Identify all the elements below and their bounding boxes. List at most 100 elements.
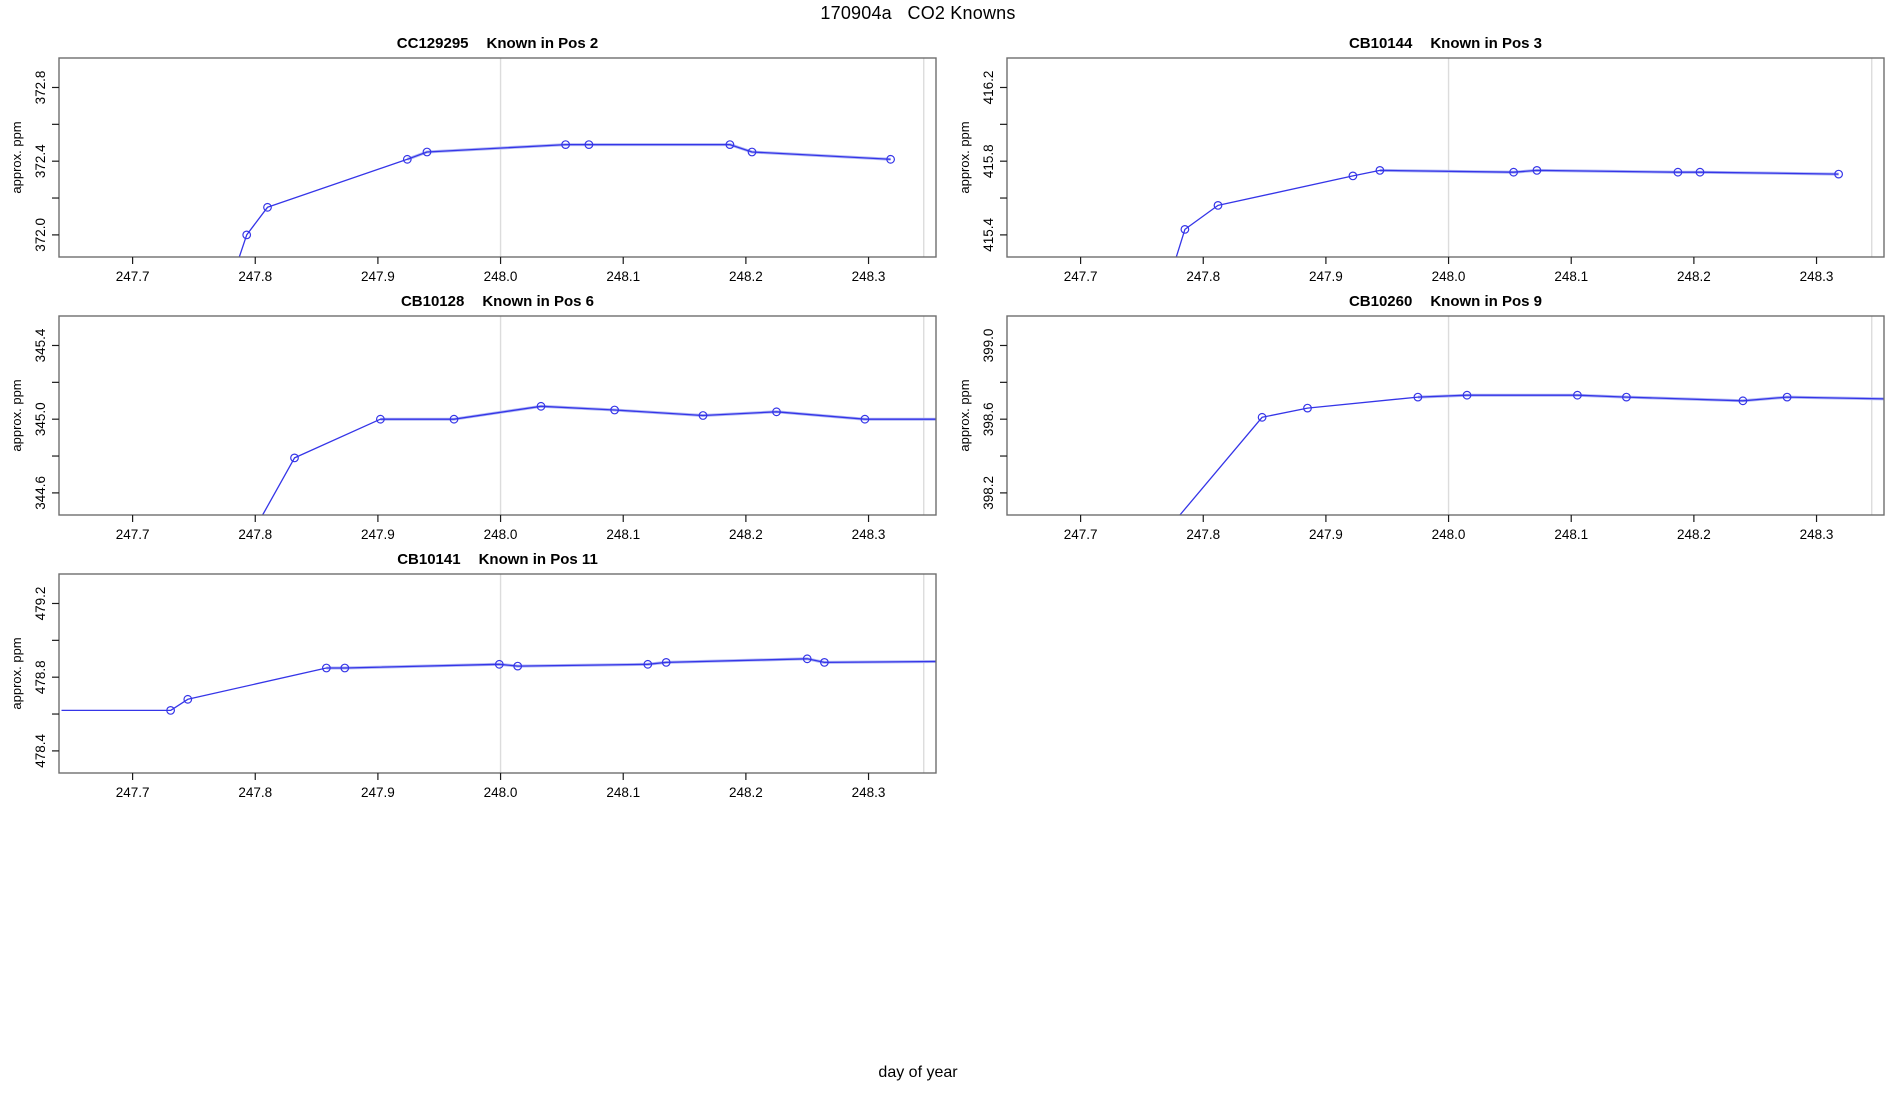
x-tick-label: 247.9 — [361, 785, 395, 800]
data-point — [340, 663, 350, 673]
data-point — [1621, 392, 1631, 402]
data-point — [513, 661, 523, 671]
data-point — [1462, 390, 1472, 400]
x-tick-label: 247.8 — [238, 527, 272, 542]
panel-y-axis-label: approx. ppm — [957, 121, 972, 193]
data-point — [584, 140, 594, 150]
main-title: 170904a CO2 Knowns — [820, 3, 1016, 23]
data-point — [183, 694, 193, 704]
data-point — [1257, 412, 1267, 422]
y-tick-label: 479.2 — [33, 587, 48, 621]
x-tick-label: 247.9 — [361, 527, 395, 542]
panel-title-sample: CB10141 — [397, 551, 460, 568]
data-point — [402, 154, 412, 164]
x-tick-label: 248.3 — [852, 527, 886, 542]
y-tick-label: 398.2 — [981, 476, 996, 510]
x-tick-label: 247.8 — [238, 785, 272, 800]
x-tick-label: 248.0 — [1432, 527, 1466, 542]
x-tick-label: 247.9 — [1309, 269, 1343, 284]
data-point — [860, 414, 870, 424]
data-point — [290, 453, 299, 463]
data-point — [643, 659, 653, 669]
series-line — [238, 143, 891, 258]
x-tick-label: 248.3 — [1800, 527, 1834, 542]
panel-title-sample: CB10144 — [1349, 35, 1413, 52]
x-tick-label: 247.7 — [116, 269, 150, 284]
data-point — [1532, 165, 1542, 175]
data-point — [1572, 390, 1582, 400]
plot-frame — [58, 315, 937, 516]
y-tick-label: 372.0 — [33, 218, 48, 252]
data-point — [322, 663, 331, 673]
x-tick-label: 247.7 — [1064, 269, 1098, 284]
data-point — [1413, 392, 1423, 402]
data-point — [376, 414, 385, 424]
data-point — [1180, 224, 1190, 234]
x-tick-label: 248.1 — [606, 785, 640, 800]
data-point — [1509, 167, 1518, 177]
series-line-soft — [406, 143, 891, 161]
panel-CB10128: 247.7 247.8 247.9 248.0 248.1 248.2 248.3 344.6… — [9, 293, 937, 542]
panel-title-position: Known in Pos 3 — [1430, 35, 1542, 52]
x-tick-label: 248.2 — [729, 785, 763, 800]
panel-CC129295: 247.7 247.8 247.9 248.0 248.1 248.2 248.3 372.0… — [9, 35, 937, 284]
data-point — [561, 140, 570, 150]
data-point — [242, 230, 252, 240]
x-axis-label: day of year — [878, 1064, 958, 1081]
x-tick-label: 247.8 — [1186, 527, 1220, 542]
data-point — [886, 154, 895, 164]
x-tick-label: 248.3 — [852, 269, 886, 284]
x-tick-label: 247.7 — [116, 785, 150, 800]
x-tick-label: 248.1 — [606, 269, 640, 284]
data-point — [449, 414, 459, 424]
data-point — [772, 407, 781, 417]
x-tick-label: 248.1 — [1554, 527, 1588, 542]
panel-title: CB10260 Known in Pos 9 — [1349, 293, 1542, 310]
series-line — [1179, 394, 1885, 516]
y-tick-label: 415.4 — [981, 218, 996, 252]
panel-title-position: Known in Pos 6 — [482, 293, 594, 310]
x-tick-label: 248.0 — [484, 785, 518, 800]
data-point — [166, 706, 176, 715]
data-point — [1673, 167, 1683, 177]
x-tick-label: 248.3 — [1800, 269, 1834, 284]
series-line — [1175, 169, 1839, 258]
data-point — [494, 659, 504, 669]
x-tick-label: 247.8 — [238, 269, 272, 284]
data-point — [1303, 403, 1312, 413]
data-point — [1738, 396, 1748, 406]
x-tick-label: 248.0 — [1432, 269, 1466, 284]
x-tick-label: 248.2 — [729, 527, 763, 542]
panel-title: CB10144 Known in Pos 3 — [1349, 35, 1542, 52]
plot-frame — [58, 57, 937, 258]
data-point — [1213, 200, 1223, 210]
data-point — [1348, 171, 1358, 181]
panel-CB10260: 247.7 247.8 247.9 248.0 248.1 248.2 248.3 398.2… — [957, 293, 1885, 542]
data-point — [263, 202, 272, 212]
panel-CB10141: 247.7 247.8 247.9 248.0 248.1 248.2 248.3 478.4… — [9, 551, 937, 800]
data-point — [610, 405, 619, 415]
data-point — [1834, 169, 1843, 179]
x-tick-label: 248.2 — [1677, 269, 1711, 284]
x-tick-label: 247.7 — [116, 527, 150, 542]
y-tick-label: 478.8 — [33, 660, 48, 694]
y-tick-label: 399.0 — [981, 329, 996, 363]
x-tick-label: 248.3 — [852, 785, 886, 800]
x-tick-label: 248.0 — [484, 527, 518, 542]
series-line — [262, 405, 936, 516]
y-tick-label: 372.8 — [33, 71, 48, 105]
y-tick-label: 416.2 — [981, 71, 996, 105]
y-tick-label: 398.6 — [981, 402, 996, 436]
panel-y-axis-label: approx. ppm — [9, 379, 24, 451]
panel-y-axis-label: approx. ppm — [9, 637, 24, 709]
data-point — [802, 654, 812, 664]
data-point — [536, 401, 546, 411]
data-point — [1695, 167, 1705, 177]
panel-title-position: Known in Pos 9 — [1430, 293, 1542, 310]
y-tick-label: 344.6 — [33, 476, 48, 510]
x-tick-label: 248.2 — [729, 269, 763, 284]
panel-y-axis-label: approx. ppm — [9, 121, 24, 193]
panel-title-position: Known in Pos 2 — [487, 35, 599, 52]
